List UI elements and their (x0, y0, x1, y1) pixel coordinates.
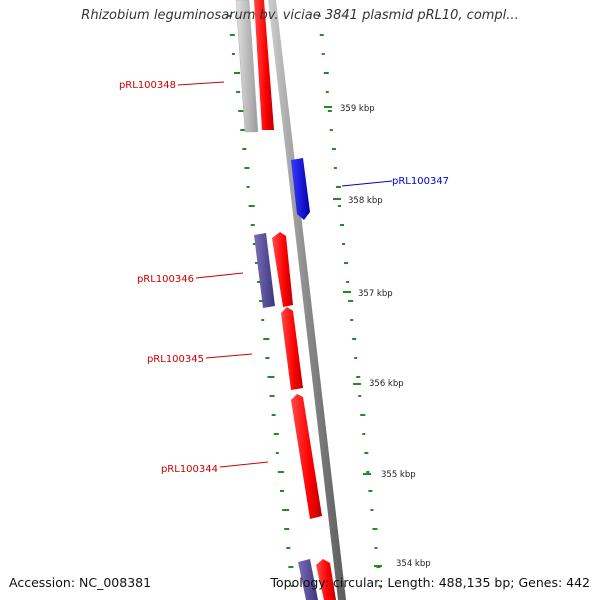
gene-bottom-block[interactable] (298, 559, 336, 600)
gene-label-pRL100344[interactable]: pRL100344 (161, 464, 218, 475)
scale-tick-359: 359 kbp (324, 104, 375, 114)
gene-pRL100344[interactable] (291, 394, 322, 519)
gene-pRL100347[interactable] (291, 158, 310, 220)
leader-line-pRL100344 (219, 461, 269, 468)
leader-line-pRL100345 (205, 353, 253, 359)
leader-line-pRL100348 (177, 81, 225, 86)
leader-line-pRL100346 (195, 272, 244, 279)
scale-tick-355: 355 kbp (363, 470, 416, 480)
scale-tick-358: 358 kbp (333, 196, 383, 206)
scale-tick-label-355: 355 kbp (381, 470, 416, 480)
gene-pRL100348-block[interactable] (235, 0, 274, 133)
gene-label-pRL100347[interactable]: pRL100347 (392, 176, 449, 187)
scale-tick-label-356: 356 kbp (369, 379, 404, 389)
topology-info: Topology: circular; Length: 488,135 bp; … (270, 575, 591, 590)
scale-tick-label-354: 354 kbp (396, 559, 431, 569)
scale-tick-357: 357 kbp (343, 289, 393, 299)
scale-tick-354: 354 kbp (374, 559, 431, 569)
gene-pRL100346-block[interactable] (254, 232, 293, 308)
scale-tick-356: 356 kbp (353, 379, 404, 389)
accession-text: Accession: NC_008381 (9, 575, 152, 590)
scale-tick-label-357: 357 kbp (358, 289, 393, 299)
map-title: Rhizobium leguminosarum bv. viciae 3841 … (81, 8, 519, 23)
gene-label-pRL100348[interactable]: pRL100348 (119, 80, 176, 91)
gene-label-pRL100345[interactable]: pRL100345 (147, 354, 204, 365)
scale-tick-label-359: 359 kbp (340, 104, 375, 114)
gene-pRL100345[interactable] (281, 307, 303, 390)
leader-line-pRL100347 (341, 180, 393, 187)
gene-label-pRL100346[interactable]: pRL100346 (137, 274, 194, 285)
plasmid-backbone (268, 0, 346, 600)
scale-tick-label-358: 358 kbp (348, 196, 383, 206)
